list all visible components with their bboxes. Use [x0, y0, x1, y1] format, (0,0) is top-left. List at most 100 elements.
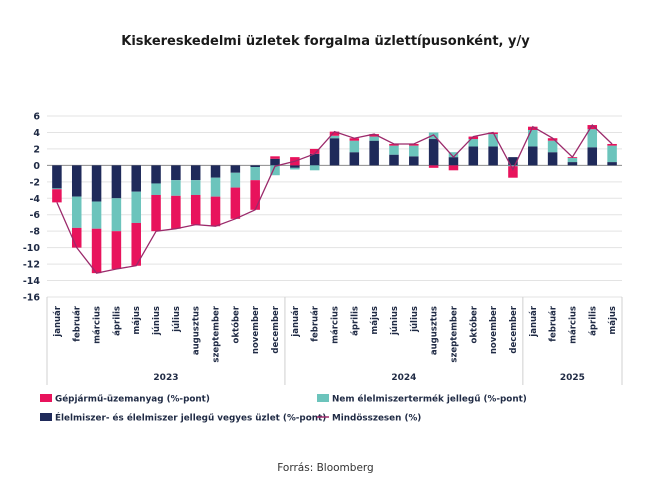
bar-segment	[329, 138, 340, 166]
bar-segment	[210, 177, 221, 197]
bar-segment	[567, 157, 578, 163]
bar-segment	[448, 157, 459, 166]
x-tick-label: július	[172, 306, 182, 333]
bar-segment	[309, 165, 320, 171]
bar-segment	[52, 165, 62, 189]
y-tick-label: -14	[23, 276, 41, 287]
x-tick-label: augusztus	[192, 306, 202, 355]
bar-segment	[131, 222, 141, 266]
y-tick-label: -16	[23, 293, 41, 304]
x-tick-label: november	[489, 305, 499, 354]
bar-segment	[131, 165, 141, 192]
bar-segment	[547, 152, 558, 166]
x-tick-label: január	[53, 305, 63, 337]
y-tick-label: -12	[23, 260, 40, 271]
bar-segment	[250, 167, 260, 181]
x-tick-label: február	[311, 305, 321, 342]
legend-swatch	[317, 394, 329, 402]
bar-segment	[309, 148, 320, 154]
x-tick-label: szeptember	[449, 305, 459, 362]
x-tick-label: május	[370, 306, 380, 335]
x-tick-label: március	[331, 306, 341, 344]
bar-segment	[91, 201, 102, 229]
bar-segment	[210, 165, 221, 178]
bar-segment	[409, 145, 419, 157]
total-line	[56, 123, 613, 274]
bar-segment	[587, 125, 598, 130]
bar-segment	[329, 135, 340, 139]
bar-segment	[528, 129, 538, 147]
bar-segment	[587, 129, 598, 148]
bar-segment	[71, 165, 82, 197]
x-tick-label: június	[390, 306, 400, 336]
bar-segment	[290, 165, 300, 168]
x-tick-label: december	[271, 305, 281, 353]
year-label: 2024	[391, 373, 416, 383]
y-tick-label: 4	[33, 128, 40, 139]
x-tick-label: február	[73, 305, 83, 342]
bars	[52, 125, 617, 274]
x-tick-label: szeptember	[212, 305, 222, 362]
bar-segment	[91, 165, 102, 202]
bar-segment	[91, 228, 102, 274]
bar-segment	[52, 188, 62, 190]
x-tick-label: április	[350, 306, 360, 336]
x-tick-label: augusztus	[430, 306, 440, 355]
y-tick-label: 6	[33, 112, 40, 123]
x-tick-label: március	[568, 306, 578, 344]
bar-segment	[230, 187, 241, 219]
bar-segment	[250, 165, 260, 168]
bar-segment	[488, 146, 498, 166]
bar-segment	[250, 180, 260, 210]
bar-segment	[52, 189, 62, 203]
bar-segment	[151, 183, 161, 195]
bar-segment	[230, 165, 241, 173]
bar-segment	[171, 195, 181, 229]
bar-segment	[409, 156, 419, 166]
bar-segment	[528, 126, 538, 130]
bar-segment	[349, 138, 360, 141]
bar-segment	[508, 166, 518, 178]
bar-segment	[468, 139, 479, 147]
y-tick-label: -8	[29, 227, 40, 238]
legend-swatch	[40, 413, 52, 421]
x-tick-label: április	[588, 306, 598, 336]
y-tick-label: -2	[29, 177, 40, 188]
bar-segment	[309, 153, 320, 166]
bar-segment	[448, 165, 459, 171]
bar-segment	[567, 162, 578, 166]
bar-segment	[389, 154, 399, 166]
bar-segment	[428, 139, 439, 166]
bar-segment	[508, 157, 518, 166]
bar-segment	[607, 145, 617, 163]
x-tick-label: január	[291, 305, 301, 337]
x-tick-label: április	[112, 306, 122, 336]
bar-segment	[389, 145, 399, 155]
bar-segment	[409, 143, 419, 146]
bar-segment	[468, 136, 479, 140]
total-line-path	[56, 123, 613, 274]
bar-segment	[587, 147, 598, 166]
x-tick-label: október	[468, 305, 479, 343]
bar-segment	[71, 196, 82, 228]
bar-segment	[111, 231, 122, 270]
bar-segment	[349, 152, 360, 166]
y-tick-label: -10	[23, 243, 41, 254]
bar-segment	[190, 180, 201, 195]
legend-label: Gépjármű-üzemanyag (%-pont)	[55, 394, 210, 405]
legend-label: Nem élelmiszertermék jellegű (%-pont)	[332, 394, 527, 405]
bar-segment	[270, 165, 280, 176]
bar-segment	[190, 194, 201, 225]
x-tick-label: november	[251, 305, 261, 354]
x-tick-label: június	[152, 306, 162, 336]
bar-segment	[230, 172, 241, 188]
bar-segment	[468, 146, 479, 166]
bar-segment	[131, 191, 141, 223]
bar-segment	[270, 158, 280, 166]
bar-segment	[290, 167, 300, 170]
legend-label: Élelmiszer- és élelmiszer jellegű vegyes…	[55, 412, 326, 424]
bar-segment	[428, 165, 439, 168]
bar-segment	[528, 146, 538, 166]
bar-segment	[488, 134, 498, 147]
